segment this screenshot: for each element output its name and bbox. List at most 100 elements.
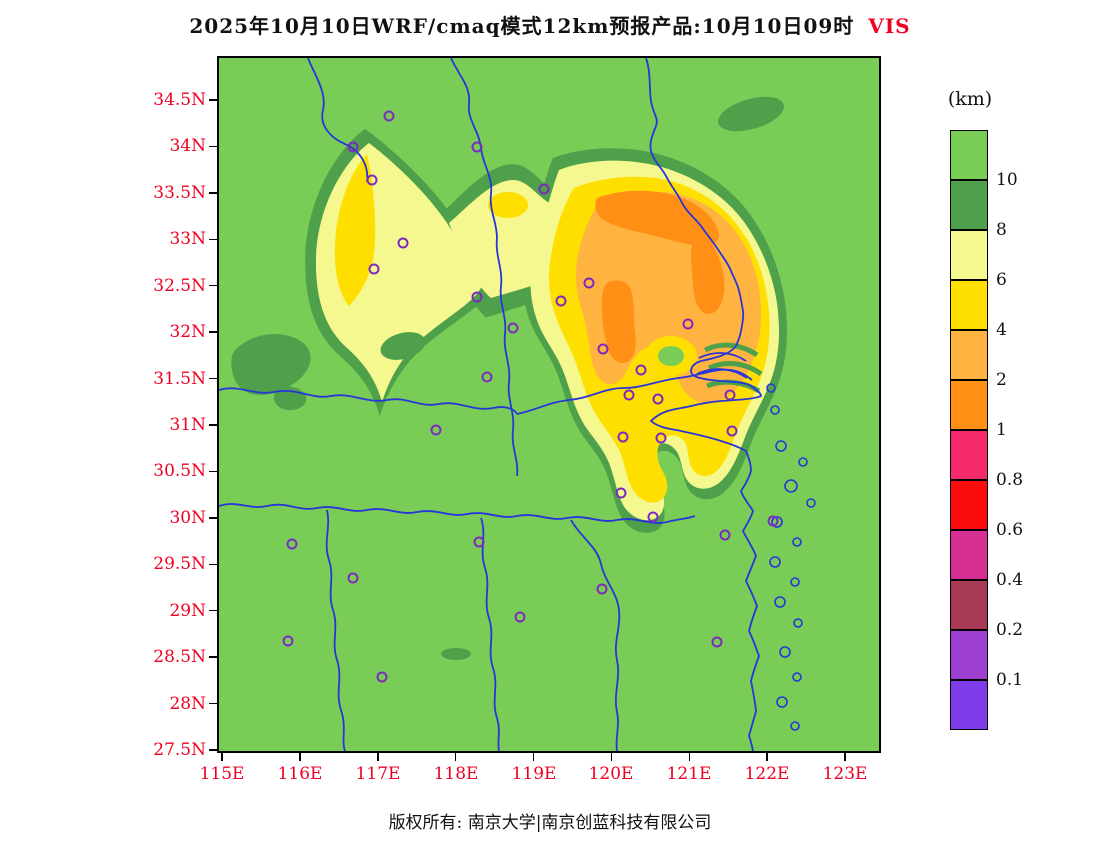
forecast-map [219, 58, 879, 751]
visibility-region-1-2km [595, 190, 725, 364]
lon-tick-label: 121E [666, 764, 712, 784]
lon-tick-mark [844, 752, 846, 761]
station-marker [368, 263, 380, 275]
legend-cell [950, 180, 988, 230]
lat-tick-label: 34.5N [153, 90, 206, 110]
station-marker [597, 343, 609, 355]
lat-tick-label: 31N [169, 415, 206, 435]
estuary-channel-line [698, 352, 747, 362]
lon-tick-label: 116E [277, 764, 323, 784]
station-marker [555, 295, 567, 307]
lon-tick-label: 122E [744, 764, 790, 784]
station-marker [397, 237, 409, 249]
title-text: 2025年10月10日WRF/cmaq模式12km预报产品:10月10日09时 [189, 14, 855, 38]
legend-cell [950, 380, 988, 430]
station-marker [376, 671, 388, 683]
lon-tick-label: 120E [588, 764, 634, 784]
station-marker [724, 389, 736, 401]
lon-tick-mark [688, 752, 691, 761]
lat-tick-mark [209, 517, 218, 519]
lat-tick-label: 28N [169, 694, 206, 714]
station-marker [514, 611, 526, 623]
legend-tick-label: 4 [996, 320, 1007, 340]
lat-tick-mark [209, 192, 218, 194]
legend-cell [950, 680, 988, 730]
lat-tick-label: 27.5N [153, 740, 206, 760]
lon-tick-label: 118E [433, 764, 479, 784]
copyright-footer: 版权所有: 南京大学|南京创蓝科技有限公司 [388, 813, 712, 833]
station-marker [481, 371, 493, 383]
lat-tick-mark [209, 470, 218, 473]
lat-tick-label: 33.5N [153, 183, 206, 203]
station-marker [430, 424, 442, 436]
lat-tick-label: 28.5N [153, 647, 206, 667]
lon-tick-mark [454, 752, 457, 761]
station-marker [682, 318, 694, 330]
legend-tick-label: 0.6 [996, 520, 1024, 540]
station-marker [615, 487, 627, 499]
station-marker [347, 572, 359, 584]
lat-tick-mark [209, 284, 218, 287]
lat-tick-label: 30N [169, 508, 206, 528]
station-marker [383, 110, 395, 122]
lat-tick-label: 32.5N [153, 276, 206, 296]
title-product-code: VIS [868, 14, 911, 38]
river-line [219, 387, 518, 415]
lon-tick-mark [377, 752, 379, 761]
legend-cell [950, 630, 988, 680]
legend-cell [950, 580, 988, 630]
province-border-line [307, 58, 369, 183]
lon-tick-label: 123E [822, 764, 868, 784]
station-marker [347, 141, 359, 153]
station-marker [635, 364, 647, 376]
station-marker [282, 635, 294, 647]
legend-tick-label: 0.8 [996, 470, 1024, 490]
lat-tick-mark [209, 749, 218, 751]
legend-tick-label: 8 [996, 220, 1007, 240]
legend-cell [950, 280, 988, 330]
legend-cell [950, 230, 988, 280]
map-frame [217, 56, 881, 753]
province-border-line [570, 519, 621, 751]
lat-tick-label: 29.5N [153, 554, 206, 574]
station-marker [473, 536, 485, 548]
lat-tick-label: 29N [169, 601, 206, 621]
lon-tick-mark [766, 752, 768, 761]
lon-tick-label: 117E [355, 764, 401, 784]
station-markers [282, 110, 779, 683]
lat-tick-label: 34N [169, 136, 206, 156]
coastline [645, 58, 762, 751]
lon-tick-mark [299, 752, 301, 761]
lat-tick-mark [209, 238, 218, 241]
lat-tick-mark [209, 145, 218, 148]
legend-tick-label: 1 [996, 420, 1007, 440]
lon-tick-mark [221, 752, 223, 761]
estuary-channel-line [696, 368, 748, 379]
station-marker [617, 431, 629, 443]
station-marker [623, 389, 635, 401]
legend-cell [950, 130, 988, 180]
visibility-hole-green [658, 346, 684, 366]
station-marker [286, 538, 298, 550]
legend-tick-label: 0.1 [996, 670, 1024, 690]
province-border-line [480, 517, 500, 751]
station-marker [652, 393, 664, 405]
station-marker [538, 183, 550, 195]
page-title: 2025年10月10日WRF/cmaq模式12km预报产品:10月10日09时 V… [0, 10, 1100, 39]
province-border-line [495, 237, 519, 477]
lat-tick-mark [209, 424, 218, 426]
lon-tick-label: 119E [511, 764, 557, 784]
lat-tick-label: 33N [169, 229, 206, 249]
legend-cell [950, 530, 988, 580]
legend-tick-label: 0.4 [996, 570, 1024, 590]
station-marker [726, 425, 738, 437]
station-marker [596, 583, 608, 595]
lat-tick-mark [209, 563, 218, 566]
lat-tick-label: 32N [169, 322, 206, 342]
province-border-line [219, 503, 696, 524]
legend-unit-label: (km) [947, 88, 993, 110]
lat-tick-mark [209, 99, 218, 101]
island-outlines [766, 383, 816, 731]
legend-cell [950, 330, 988, 380]
lat-tick-mark [209, 702, 218, 705]
